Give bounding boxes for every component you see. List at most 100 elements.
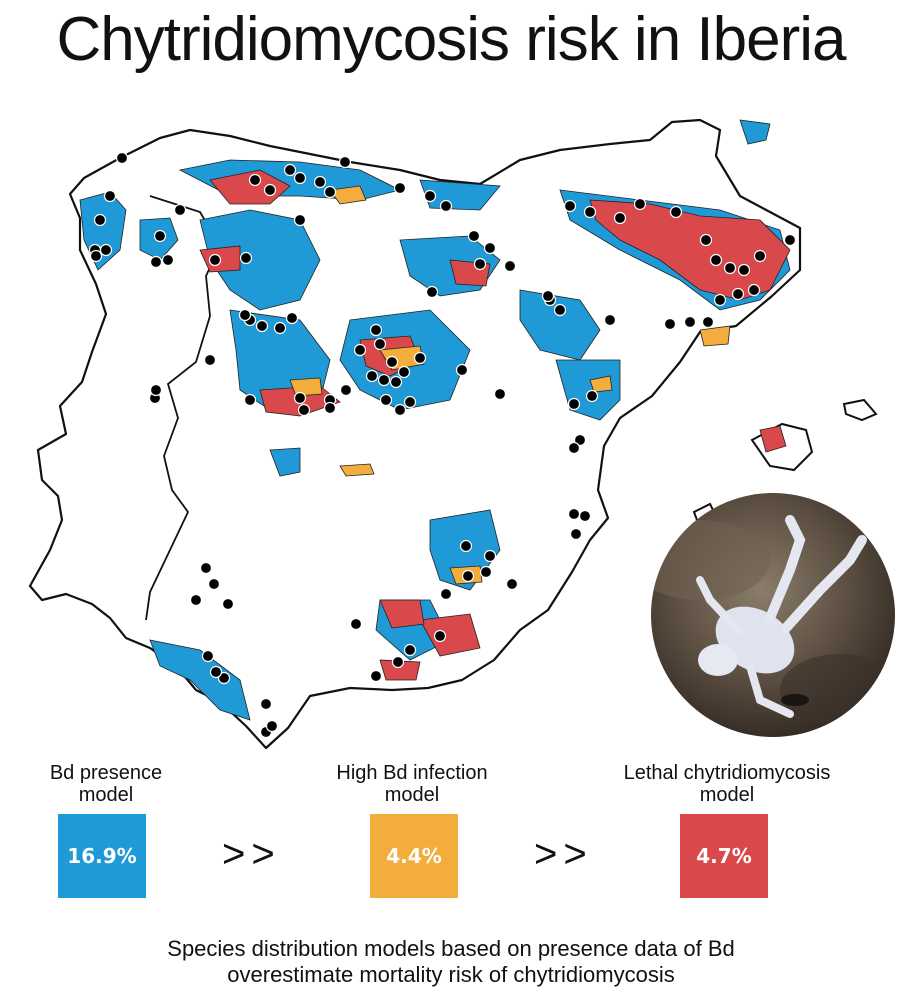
sampling-site-dot	[613, 211, 627, 225]
sampling-site-dot	[633, 197, 647, 211]
sampling-site-dot	[203, 353, 217, 367]
sampling-site-dot	[313, 175, 327, 189]
sampling-site-dot	[239, 251, 253, 265]
sampling-site-dot	[503, 259, 517, 273]
sampling-site-dot	[473, 257, 487, 271]
sampling-site-dot	[221, 597, 235, 611]
sampling-site-dot	[208, 253, 222, 267]
legend-label-presence: Bd presence model	[49, 762, 163, 806]
sampling-site-dot	[377, 373, 391, 387]
sampling-site-dot	[731, 287, 745, 301]
sampling-site-dot	[663, 317, 677, 331]
sampling-site-dot	[149, 255, 163, 269]
infection-patch	[329, 185, 367, 205]
infection-patch	[699, 325, 731, 347]
greater-than-separator: >>	[222, 832, 281, 876]
sampling-site-dot	[365, 369, 379, 383]
greater-than-separator: >>	[534, 832, 593, 876]
sampling-site-dot	[189, 593, 203, 607]
sampling-site-dot	[479, 565, 493, 579]
sampling-site-dot	[467, 229, 481, 243]
sampling-site-dot	[103, 189, 117, 203]
sampling-site-dot	[391, 655, 405, 669]
sampling-site-dot	[255, 319, 269, 333]
sampling-site-dot	[439, 587, 453, 601]
sampling-site-dot	[569, 527, 583, 541]
sampling-site-dot	[433, 629, 447, 643]
sampling-site-dot	[505, 577, 519, 591]
sampling-site-dot	[455, 363, 469, 377]
sampling-site-dot	[553, 303, 567, 317]
sampling-site-dot	[323, 185, 337, 199]
sampling-site-dot	[483, 241, 497, 255]
caption-line-1: Species distribution models based on pre…	[167, 936, 735, 961]
infection-patch	[339, 463, 375, 477]
sampling-site-dot	[573, 433, 587, 447]
presence-patch	[269, 447, 301, 477]
lethal-patch	[759, 425, 787, 453]
infection-patch	[289, 377, 323, 397]
sampling-site-dot	[209, 665, 223, 679]
sampling-site-dot	[753, 249, 767, 263]
sampling-site-dot	[293, 391, 307, 405]
sampling-site-dot	[338, 155, 352, 169]
sampling-site-dot	[265, 719, 279, 733]
sampling-site-dot	[578, 509, 592, 523]
sampling-site-dot	[323, 401, 337, 415]
sampling-site-dot	[713, 293, 727, 307]
sampling-site-dot	[723, 261, 737, 275]
presence-percent-box: 16.9%	[58, 814, 146, 898]
sampling-site-dot	[161, 253, 175, 267]
menorca-island	[842, 398, 878, 422]
sampling-site-dot	[459, 539, 473, 553]
sampling-site-dot	[217, 671, 231, 685]
infection-patch	[589, 375, 613, 393]
sampling-site-dot	[297, 403, 311, 417]
lethal-percent-box: 4.7%	[680, 814, 768, 898]
sampling-site-dot	[201, 649, 215, 663]
sampling-site-dot	[369, 669, 383, 683]
sampling-site-dot	[683, 315, 697, 329]
lethal-patch	[419, 613, 481, 657]
sampling-site-dot	[285, 311, 299, 325]
sampling-site-dot	[669, 205, 683, 219]
sampling-site-dot	[99, 243, 113, 257]
sampling-site-dot	[293, 171, 307, 185]
sampling-site-dot	[493, 387, 507, 401]
sampling-site-dot	[423, 189, 437, 203]
legend-label-lethal: Lethal chytridiomycosis model	[623, 762, 831, 806]
infection-percent-box: 4.4%	[370, 814, 458, 898]
sampling-site-dot	[353, 343, 367, 357]
sampling-site-dot	[373, 337, 387, 351]
sampling-site-dot	[89, 249, 103, 263]
sampling-site-dot	[369, 323, 383, 337]
sampling-site-dot	[603, 313, 617, 327]
sampling-site-dot	[273, 321, 287, 335]
sampling-site-dot	[149, 383, 163, 397]
infection-percent: 4.4%	[386, 844, 442, 868]
sampling-site-dot	[403, 643, 417, 657]
presence-patch	[739, 119, 771, 145]
sampling-site-dot	[439, 199, 453, 213]
sampling-site-dot	[379, 393, 393, 407]
legend-label-infection: High Bd infection model	[336, 762, 488, 806]
iberia-risk-map	[28, 118, 878, 750]
presence-percent: 16.9%	[67, 844, 137, 868]
lethal-percent: 4.7%	[696, 844, 752, 868]
sampling-site-dot	[709, 253, 723, 267]
sampling-site-dot	[567, 441, 581, 455]
sampling-site-dot	[541, 289, 555, 303]
sampling-site-dot	[747, 283, 761, 297]
page-title: Chytridiomycosis risk in Iberia	[56, 5, 847, 74]
sampling-site-dot	[243, 393, 257, 407]
sampling-site-dot	[563, 199, 577, 213]
sampling-site-dot	[583, 205, 597, 219]
sampling-site-dot	[397, 365, 411, 379]
sampling-site-dot	[199, 561, 213, 575]
sampling-site-dot	[737, 263, 751, 277]
sampling-site-dot	[385, 355, 399, 369]
sampling-site-dot	[349, 617, 363, 631]
sampling-site-dot	[403, 395, 417, 409]
sampling-site-dot	[783, 233, 797, 247]
